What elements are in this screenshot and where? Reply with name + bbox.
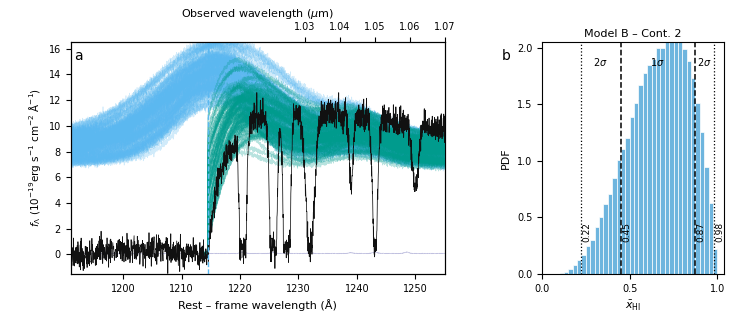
X-axis label: Observed wavelength ($\mu$m): Observed wavelength ($\mu$m) <box>181 7 334 21</box>
Bar <box>603 204 608 274</box>
Bar <box>695 103 700 274</box>
Bar <box>669 35 674 274</box>
Bar <box>577 260 582 274</box>
Bar <box>661 49 665 274</box>
Bar <box>691 78 695 274</box>
Bar <box>634 103 638 274</box>
Bar <box>652 59 656 274</box>
Bar <box>630 117 634 274</box>
Bar <box>573 265 577 274</box>
Bar <box>665 38 669 274</box>
Text: b: b <box>502 49 510 63</box>
Text: 0.87: 0.87 <box>696 222 705 242</box>
Bar <box>568 270 573 274</box>
Text: a: a <box>74 49 83 63</box>
Bar <box>590 240 594 274</box>
Bar <box>608 194 612 274</box>
Bar <box>585 246 590 274</box>
Bar <box>704 168 709 274</box>
Bar <box>617 160 621 274</box>
Bar <box>612 178 617 274</box>
Text: 0.98: 0.98 <box>716 222 724 242</box>
Bar <box>621 149 626 274</box>
Text: $2\sigma$: $2\sigma$ <box>594 56 608 68</box>
Text: $1\sigma$: $1\sigma$ <box>650 56 665 68</box>
Bar <box>582 255 585 274</box>
Bar <box>643 74 647 274</box>
Bar <box>713 249 718 274</box>
Bar <box>594 227 599 274</box>
Y-axis label: PDF: PDF <box>502 147 511 169</box>
Text: 0.45: 0.45 <box>623 222 632 242</box>
Bar <box>638 86 643 274</box>
Bar <box>674 35 678 274</box>
Bar <box>682 49 687 274</box>
Title: Model B – Cont. 2: Model B – Cont. 2 <box>585 29 682 39</box>
Bar <box>559 273 564 274</box>
Bar <box>700 132 704 274</box>
Bar <box>564 272 568 274</box>
Bar <box>687 61 691 274</box>
Bar <box>599 216 603 274</box>
Bar <box>647 65 652 274</box>
Y-axis label: $f_{\Lambda}$ (10$^{-19}$erg s$^{-1}$ cm$^{-2}$ Å$^{-1}$): $f_{\Lambda}$ (10$^{-19}$erg s$^{-1}$ cm… <box>27 88 43 227</box>
X-axis label: Rest – frame wavelength (Å): Rest – frame wavelength (Å) <box>178 299 337 311</box>
Text: $2\sigma$: $2\sigma$ <box>697 56 712 68</box>
Bar <box>709 203 713 274</box>
Bar <box>656 48 661 274</box>
X-axis label: $\bar{x}_{\rm HI}$: $\bar{x}_{\rm HI}$ <box>625 299 641 313</box>
Text: 0.22: 0.22 <box>583 222 591 242</box>
Bar <box>678 39 682 274</box>
Bar <box>626 138 630 274</box>
